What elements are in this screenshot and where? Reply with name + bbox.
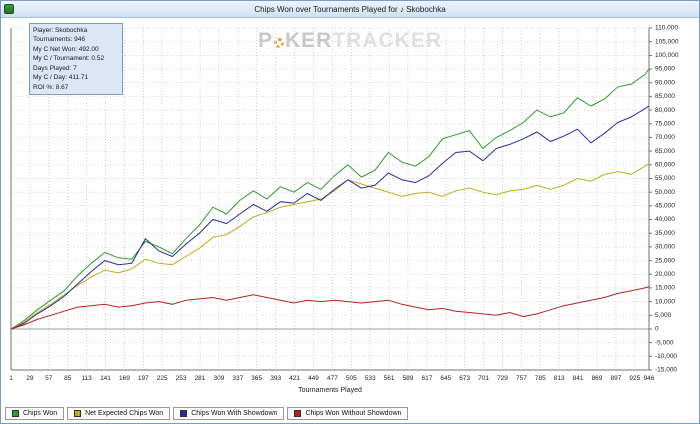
x-tick-label: 813 — [554, 375, 565, 382]
y-tick-label: 45,000 — [655, 203, 675, 210]
legend-label: Chips Won — [23, 410, 58, 417]
stats-line: My C / Tournament: 0.52 — [33, 55, 105, 63]
watermark-tracker: TRACKER — [332, 29, 443, 52]
x-tick-label: 701 — [478, 375, 489, 382]
x-tick-label: 57 — [45, 375, 53, 382]
legend-label: Chips Won With Showdown — [191, 410, 278, 417]
x-tick-label: 197 — [138, 375, 149, 382]
x-axis-title: Tournaments Played — [298, 387, 362, 394]
y-tick-label: 80,000 — [655, 107, 675, 114]
x-tick-label: 253 — [176, 375, 187, 382]
y-tick-label: 40,000 — [655, 216, 675, 223]
legend-label: Chips Won Without Showdown — [305, 410, 402, 417]
y-tick-label: 5,000 — [655, 312, 672, 319]
stats-line: Days Played: 7 — [33, 64, 77, 72]
x-tick-label: 281 — [195, 375, 206, 382]
x-tick-label: 561 — [384, 375, 395, 382]
y-tick-label: -10,000 — [655, 353, 677, 360]
y-tick-label: 0 — [655, 326, 659, 333]
x-tick-label: 785 — [535, 375, 546, 382]
legend-item-chips-won: Chips Won — [5, 407, 65, 420]
x-tick-label: 925 — [629, 375, 640, 382]
y-tick-label: 10,000 — [655, 298, 675, 305]
series-line-chips-won-without-showdown — [10, 286, 650, 330]
series-line-net-expected-chips-won — [10, 162, 650, 330]
stats-line: My C / Day: 411.71 — [33, 74, 89, 82]
chart-plot-area: -15,000 -10,000 -5,000 0 5,000 10,000 15,000 20… — [9, 25, 679, 382]
stats-line: Tournaments: 946 — [33, 36, 86, 44]
chart-legend: Chips Won Net Expected Chips Won Chips Won… — [5, 407, 409, 420]
legend-label: Net Expected Chips Won — [85, 410, 164, 417]
stats-line: ROI %: 8.67 — [33, 83, 69, 91]
series-line-chips-won — [10, 68, 650, 330]
x-tick-label: 869 — [592, 375, 603, 382]
x-tick-label: 946 — [644, 375, 655, 382]
y-tick-label: 90,000 — [655, 79, 675, 86]
title-bar[interactable]: Chips Won over Tournaments Played for ♪ … — [1, 1, 699, 18]
x-tick-label: 449 — [308, 375, 319, 382]
y-tick-label: 105,000 — [655, 38, 679, 45]
x-tick-label: 141 — [100, 375, 111, 382]
series-line-chips-won-with-showdown — [10, 105, 650, 330]
x-tick-label: 337 — [232, 375, 243, 382]
y-tick-label: 100,000 — [655, 52, 679, 59]
x-tick-label: 309 — [213, 375, 224, 382]
y-tick-label: 50,000 — [655, 189, 675, 196]
x-tick-label: 421 — [289, 375, 300, 382]
x-tick-label: 673 — [459, 375, 470, 382]
y-tick-label: 25,000 — [655, 257, 675, 264]
legend-swatch-chips-won-with-showdown — [180, 410, 188, 417]
stats-line: My C Net Won: 492.00 — [33, 45, 99, 53]
pokertracker-watermark: P KERTRACKER — [258, 29, 442, 53]
legend-item-chips-won-without-showdown: Chips Won Without Showdown — [287, 407, 409, 420]
legend-item-net-expected-chips-won: Net Expected Chips Won — [67, 407, 171, 420]
y-tick-label: -5,000 — [655, 339, 674, 346]
session-stats-panel: Player: Skobochka Tournaments: 946 My C Ne… — [29, 23, 123, 95]
y-tick-label: 20,000 — [655, 271, 675, 278]
legend-swatch-chips-won — [12, 410, 19, 417]
y-tick-label: 15,000 — [655, 285, 675, 292]
x-tick-label: 757 — [516, 375, 527, 382]
x-tick-label: 617 — [421, 375, 432, 382]
x-tick-label: 897 — [610, 375, 621, 382]
y-tick-label: 85,000 — [655, 93, 675, 100]
x-tick-label: 365 — [251, 375, 262, 382]
x-tick-label: 477 — [327, 375, 338, 382]
legend-swatch-chips-won-without-showdown — [294, 410, 302, 417]
stats-line: Player: Skobochka — [33, 27, 88, 34]
legend-swatch-net-expected-chips-won — [74, 410, 82, 417]
x-tick-label: 645 — [440, 375, 451, 382]
x-tick-label: 841 — [573, 375, 584, 382]
watermark-p: P — [257, 29, 273, 52]
y-tick-label: 60,000 — [655, 162, 675, 169]
window-icon — [4, 4, 14, 14]
x-tick-label: 29 — [26, 375, 34, 382]
x-tick-label: 1 — [9, 375, 13, 382]
x-tick-label: 85 — [64, 375, 72, 382]
y-tick-label: 65,000 — [655, 148, 675, 155]
y-tick-label: 55,000 — [655, 175, 675, 182]
x-tick-label: 113 — [81, 375, 92, 382]
window-title: Chips Won over Tournaments Played for ♪ … — [254, 4, 446, 14]
y-tick-label: 95,000 — [655, 66, 675, 73]
x-tick-label: 393 — [270, 375, 281, 382]
y-tick-label: -15,000 — [655, 367, 677, 374]
x-tick-label: 169 — [119, 375, 130, 382]
x-tick-label: 533 — [365, 375, 376, 382]
watermark-ker: KER — [285, 29, 333, 52]
x-tick-label: 225 — [157, 375, 168, 382]
x-tick-label: 589 — [403, 375, 414, 382]
legend-item-chips-won-with-showdown: Chips Won With Showdown — [173, 407, 285, 420]
y-tick-label: 75,000 — [655, 121, 675, 128]
y-tick-label: 70,000 — [655, 134, 675, 141]
x-tick-label: 505 — [346, 375, 357, 382]
y-tick-label: 110,000 — [655, 25, 678, 32]
y-tick-label: 30,000 — [655, 244, 675, 251]
y-tick-label: 35,000 — [655, 230, 675, 237]
x-tick-label: 729 — [497, 375, 508, 382]
